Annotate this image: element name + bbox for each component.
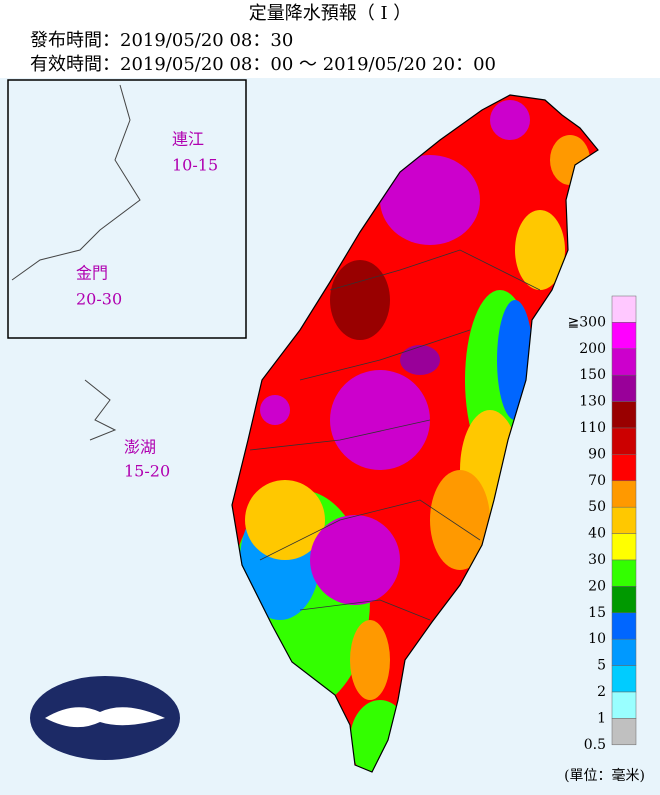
legend-label: 2 <box>597 684 606 700</box>
legend-swatch <box>611 612 637 640</box>
title: 定量降水預報（ I ） <box>249 3 412 24</box>
issued-time: 發布時間：2019/05/20 08：30 <box>30 30 293 51</box>
header-bg <box>0 0 660 78</box>
legend-label: 150 <box>579 367 606 383</box>
legend-label: 200 <box>579 341 606 357</box>
legend-swatch <box>611 295 637 323</box>
legend-swatch <box>611 665 637 693</box>
legend-label: 1 <box>597 710 606 726</box>
mainland-coast <box>11 84 141 281</box>
island-name: 澎湖 <box>124 438 156 457</box>
legend-label: 40 <box>588 526 606 542</box>
legend-label: 130 <box>579 394 606 410</box>
legend-label: 90 <box>588 446 606 462</box>
legend-swatch <box>611 374 637 402</box>
legend-swatch <box>611 348 637 376</box>
county-borders <box>249 249 541 621</box>
legend-swatch <box>611 638 637 666</box>
legend-swatch <box>611 401 637 429</box>
legend-swatch <box>611 691 637 719</box>
legend-swatch <box>611 427 637 455</box>
legend-label: 20 <box>588 578 606 594</box>
island-range: 15-20 <box>124 462 170 481</box>
legend-label: ≧300 <box>568 314 606 330</box>
island-range: 10-15 <box>172 156 218 175</box>
valid-time: 有效時間：2019/05/20 08：00 〜 2019/05/20 20：00 <box>30 54 496 75</box>
legend-swatch <box>611 533 637 561</box>
legend-swatch <box>611 559 637 587</box>
island-range: 20-30 <box>76 290 122 309</box>
legend-label: 10 <box>588 631 606 647</box>
legend-swatch <box>611 586 637 614</box>
cwb-logo <box>30 676 180 760</box>
island-name: 金門 <box>76 264 108 283</box>
taiwan-outline <box>231 94 599 773</box>
legend-swatch <box>611 322 637 350</box>
legend-label: 30 <box>588 552 606 568</box>
penghu-islands <box>84 379 117 441</box>
legend: ≧300 200 150 130 110 90 70 50 40 30 20 15 10 5 2 1 0.5 <box>568 295 637 753</box>
legend-label: 5 <box>597 658 606 674</box>
legend-swatch <box>611 480 637 508</box>
legend-label: 0.5 <box>584 737 606 753</box>
legend-swatch <box>611 506 637 534</box>
unit-label: (單位：毫米) <box>564 767 645 784</box>
legend-label: 110 <box>579 420 606 436</box>
legend-label: 50 <box>588 499 606 515</box>
legend-label: 15 <box>588 605 606 621</box>
legend-swatch <box>611 718 637 746</box>
island-name: 連江 <box>172 130 204 149</box>
legend-label: 70 <box>588 473 606 489</box>
legend-swatch <box>611 454 637 482</box>
inset-box <box>7 79 247 339</box>
